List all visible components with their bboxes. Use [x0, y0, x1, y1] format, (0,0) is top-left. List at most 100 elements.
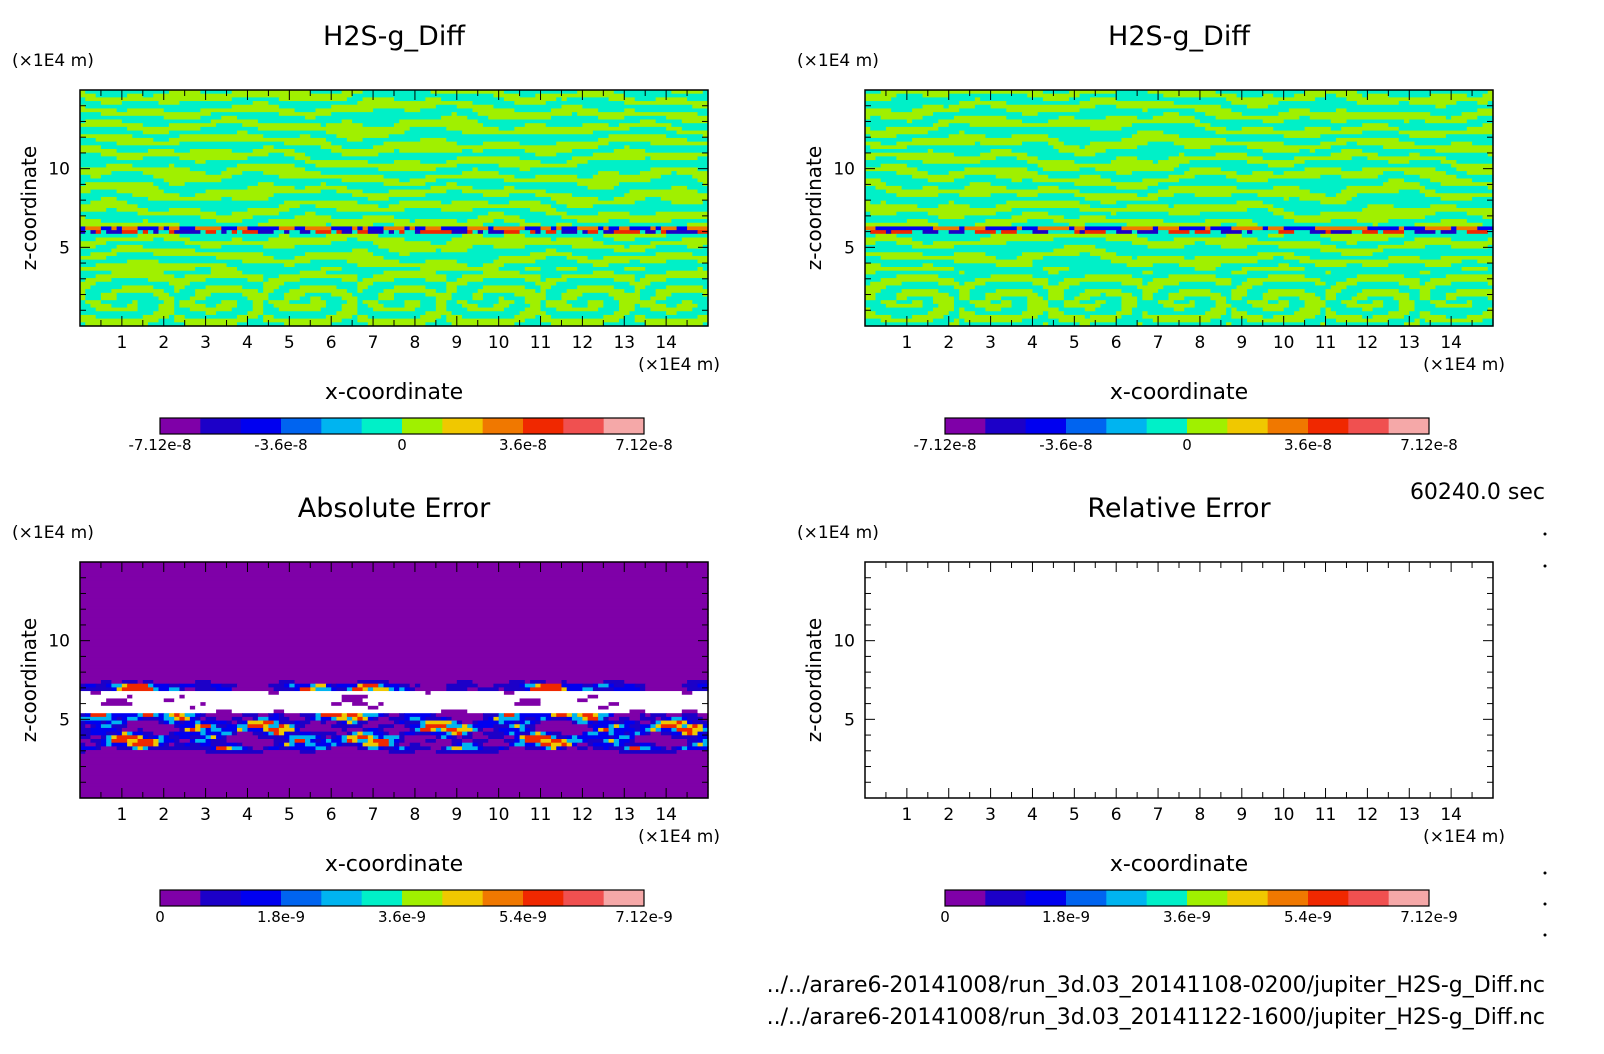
x-tick-label: 10	[488, 805, 510, 825]
colorbar: 0 1.8e-9 3.6e-9 5.4e-9 7.12e-9	[940, 889, 1458, 926]
y-axis-label: z-coordinate	[17, 146, 41, 270]
colorbar-tick-label: 0	[940, 908, 950, 926]
x-tick-label: 6	[1111, 333, 1122, 353]
colorbar-tick-label: 3.6e-9	[1163, 908, 1211, 926]
x-tick-label: 7	[368, 333, 379, 353]
x-tick-label: 8	[1195, 805, 1206, 825]
x-unit-label: (×1E4 m)	[1423, 827, 1505, 847]
x-tick-label: 13	[1398, 805, 1420, 825]
x-tick-label: 4	[1027, 333, 1038, 353]
x-axis-label: x-coordinate	[325, 380, 463, 405]
x-tick-label: 14	[1440, 333, 1462, 353]
tick-marks	[865, 90, 1493, 326]
y-unit-label: (×1E4 m)	[12, 523, 94, 543]
heatmap-field	[80, 90, 709, 327]
x-tick-label: 9	[451, 333, 462, 353]
x-tick-label: 3	[985, 333, 996, 353]
panel-3: Absolute Error(×1E4 m)1 2 3 4 5 6 7 8 9 10 11 12 13 1…	[12, 493, 720, 926]
margin-dots	[1543, 532, 1547, 937]
y-axis-label: z-coordinate	[17, 618, 41, 742]
y-tick-label: 10	[833, 160, 855, 180]
colorbar-tick-label: -7.12e-8	[129, 436, 192, 454]
panel-title: Absolute Error	[298, 493, 491, 524]
x-tick-label: 11	[1315, 333, 1337, 353]
x-tick-label: 10	[1273, 333, 1295, 353]
colorbar-tick-label: 3.6e-8	[1284, 436, 1332, 454]
x-tick-label: 1	[901, 333, 912, 353]
colorbar-tick-label: 7.12e-8	[1400, 436, 1458, 454]
panel-1: H2S-g_Diff(×1E4 m)1 2 3 4 5 6 7 8 9 10 11 12 13 14510…	[12, 21, 720, 454]
x-tick-label: 4	[242, 805, 253, 825]
x-tick-label: 14	[655, 805, 677, 825]
file-path-1: ../../arare6-20141008/run_3d.03_20141108…	[767, 973, 1545, 998]
time-stamp: 60240.0 sec	[1410, 480, 1545, 505]
heatmap-field	[80, 562, 709, 799]
x-tick-label: 12	[572, 333, 594, 353]
x-tick-label: 1	[116, 805, 127, 825]
y-tick-label: 5	[844, 710, 855, 730]
colorbar-tick-label: 7.12e-8	[615, 436, 673, 454]
x-tick-label: 5	[1069, 805, 1080, 825]
colorbar-tick-label: 1.8e-9	[1042, 908, 1090, 926]
colorbar: -7.12e-8 -3.6e-8 0 3.6e-8 7.12e-8	[914, 417, 1458, 454]
colorbar: -7.12e-8 -3.6e-8 0 3.6e-8 7.12e-8	[129, 417, 673, 454]
x-tick-label: 6	[1111, 805, 1122, 825]
tick-marks	[80, 562, 708, 798]
x-tick-label: 6	[326, 805, 337, 825]
y-tick-label: 10	[48, 632, 70, 652]
x-tick-label: 6	[326, 333, 337, 353]
x-tick-label: 13	[1398, 333, 1420, 353]
colorbar-tick-label: 0	[1182, 436, 1192, 454]
x-tick-label: 5	[284, 333, 295, 353]
x-unit-label: (×1E4 m)	[638, 355, 720, 375]
colorbar-tick-label: -3.6e-8	[1039, 436, 1092, 454]
x-tick-label: 12	[1357, 805, 1379, 825]
x-tick-label: 8	[410, 333, 421, 353]
file-path-2: ../../arare6-20141008/run_3d.03_20141122…	[767, 1005, 1545, 1030]
x-tick-label: 9	[1236, 805, 1247, 825]
x-tick-label: 5	[1069, 333, 1080, 353]
x-tick-label: 11	[530, 333, 552, 353]
x-unit-label: (×1E4 m)	[638, 827, 720, 847]
x-tick-label: 4	[1027, 805, 1038, 825]
x-tick-label: 13	[613, 333, 635, 353]
y-unit-label: (×1E4 m)	[12, 51, 94, 71]
panel-title: Relative Error	[1087, 493, 1271, 524]
x-tick-label: 9	[1236, 333, 1247, 353]
colorbar: 0 1.8e-9 3.6e-9 5.4e-9 7.12e-9	[155, 889, 673, 926]
colorbar-tick-label: 5.4e-9	[1284, 908, 1332, 926]
x-tick-label: 12	[572, 805, 594, 825]
x-tick-label: 1	[901, 805, 912, 825]
y-tick-label: 10	[833, 632, 855, 652]
x-tick-label: 10	[488, 333, 510, 353]
x-tick-label: 7	[368, 805, 379, 825]
colorbar-tick-label: 3.6e-9	[378, 908, 426, 926]
y-axis-label: z-coordinate	[802, 618, 826, 742]
x-tick-label: 13	[613, 805, 635, 825]
x-unit-label: (×1E4 m)	[1423, 355, 1505, 375]
x-tick-label: 8	[1195, 333, 1206, 353]
colorbar-tick-label: 0	[155, 908, 165, 926]
colorbar-tick-label: 5.4e-9	[499, 908, 547, 926]
y-tick-label: 10	[48, 160, 70, 180]
y-tick-label: 5	[844, 238, 855, 258]
y-tick-label: 5	[59, 238, 70, 258]
x-tick-label: 11	[530, 805, 552, 825]
heatmap-field	[865, 90, 1494, 327]
panel-title: H2S-g_Diff	[323, 21, 466, 52]
x-tick-label: 7	[1153, 805, 1164, 825]
panel-title: H2S-g_Diff	[1108, 21, 1251, 52]
x-tick-label: 3	[200, 805, 211, 825]
tick-marks	[80, 90, 708, 326]
x-tick-label: 7	[1153, 333, 1164, 353]
panel-4: Relative Error(×1E4 m)1 2 3 4 5 6 7 8 9 10 11 12 13 1…	[797, 493, 1505, 926]
tick-marks	[865, 562, 1493, 798]
y-axis-label: z-coordinate	[802, 146, 826, 270]
colorbar-tick-label: 0	[397, 436, 407, 454]
colorbar-tick-label: 7.12e-9	[1400, 908, 1458, 926]
x-tick-label: 2	[943, 333, 954, 353]
x-tick-label: 12	[1357, 333, 1379, 353]
x-tick-label: 3	[985, 805, 996, 825]
x-tick-label: 2	[943, 805, 954, 825]
